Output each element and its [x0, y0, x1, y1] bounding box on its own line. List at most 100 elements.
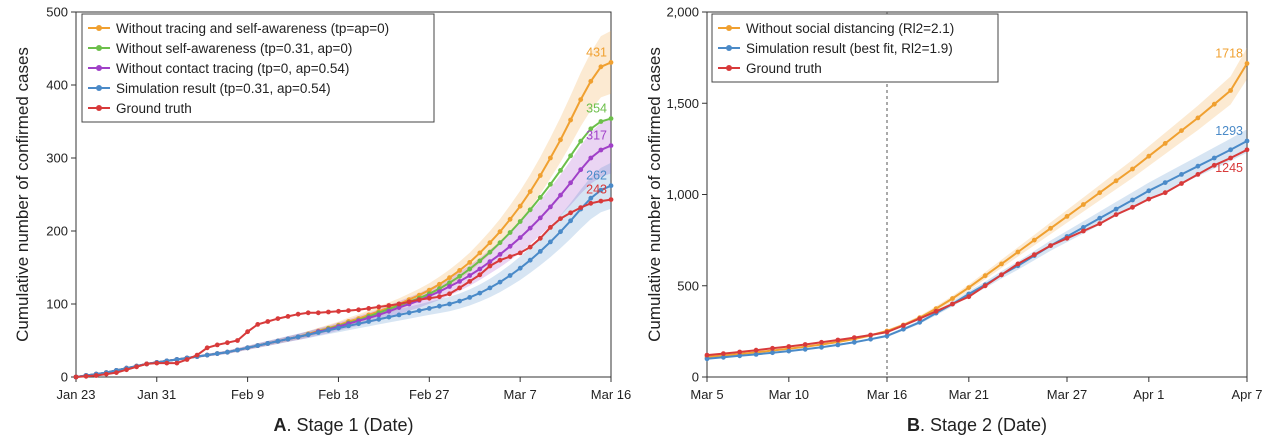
- series-point: [548, 204, 553, 210]
- series-point: [103, 371, 109, 377]
- series-band-3: [76, 162, 611, 377]
- series-point: [598, 187, 604, 193]
- series-point: [1015, 261, 1021, 267]
- chart-panel-a: 0 100 200 300 400 500 Jan 23 Jan 31 Feb 9 Feb 18 F…: [13, 5, 631, 436]
- legend-label: Without tracing and self-awareness (tp=a…: [116, 21, 389, 36]
- series-point: [426, 295, 432, 301]
- y-tick-label: 2,000: [666, 5, 699, 20]
- series-point: [819, 339, 824, 345]
- series-point: [447, 275, 452, 281]
- series-point: [835, 337, 841, 343]
- series-point: [548, 155, 553, 161]
- series-point: [721, 354, 726, 360]
- series-point: [1228, 88, 1233, 93]
- series-point: [477, 250, 483, 256]
- series-point: [295, 334, 301, 340]
- end-value-label: 1718: [1215, 46, 1243, 60]
- end-value-label: 243: [586, 183, 607, 197]
- series-point: [457, 273, 462, 279]
- series-point: [406, 310, 412, 316]
- series-point: [386, 308, 392, 314]
- series-point: [568, 218, 573, 224]
- series-point: [376, 316, 382, 322]
- y-tick-label: 500: [46, 5, 68, 20]
- series-point: [477, 258, 483, 264]
- series-point: [1081, 225, 1086, 230]
- legend-box: [711, 13, 999, 83]
- series-point: [285, 314, 291, 319]
- series-point: [548, 181, 553, 187]
- series-point: [214, 342, 220, 348]
- series-point: [527, 257, 533, 263]
- series-point: [1162, 141, 1168, 146]
- y-tick-label: 0: [692, 370, 699, 385]
- x-tick-label: Mar 10: [769, 387, 809, 402]
- series-point: [346, 308, 351, 313]
- series-point: [447, 280, 452, 286]
- series-line-2: [706, 148, 1248, 357]
- series-point: [537, 215, 543, 221]
- series-point: [868, 336, 873, 342]
- series-point: [1244, 147, 1250, 153]
- series-point: [537, 173, 543, 178]
- series-point: [558, 192, 563, 198]
- series-point: [1064, 235, 1070, 241]
- series-point: [527, 207, 533, 213]
- series-point: [487, 259, 493, 265]
- series-point: [93, 373, 99, 378]
- series-point: [527, 189, 533, 195]
- legend-swatch-marker: [96, 85, 102, 91]
- series-point: [477, 266, 483, 272]
- series-point: [753, 352, 759, 357]
- panel-caption: B. Stage 2 (Date): [907, 415, 1047, 435]
- y-tick-label: 300: [46, 151, 68, 166]
- series-point: [704, 356, 710, 362]
- series-point: [295, 311, 301, 317]
- series-point: [376, 304, 382, 310]
- legend-label: Ground truth: [746, 61, 822, 76]
- series-point: [1031, 237, 1037, 243]
- legend-swatch-marker: [96, 105, 102, 111]
- series-point: [608, 60, 614, 65]
- series-point: [255, 343, 261, 348]
- series-point: [737, 349, 743, 355]
- series-point: [386, 314, 392, 320]
- series-point: [366, 315, 372, 321]
- series-point: [578, 138, 584, 144]
- y-tick-label: 200: [46, 224, 68, 239]
- series-point: [184, 357, 190, 362]
- series-point: [1015, 249, 1021, 255]
- series-point: [487, 263, 493, 269]
- series-point: [517, 219, 523, 224]
- series-point: [608, 183, 614, 189]
- series-point: [457, 268, 462, 273]
- y-tick-label: 500: [677, 278, 699, 293]
- series-point: [588, 155, 594, 161]
- series-point: [447, 284, 452, 289]
- legend-label: Simulation result (tp=0.31, ap=0.54): [116, 81, 331, 96]
- legend-swatch-marker: [726, 65, 732, 71]
- panel-letter: B: [907, 415, 920, 435]
- series-point: [598, 147, 604, 153]
- series-point: [558, 216, 563, 222]
- series-point: [786, 348, 792, 354]
- series-point: [868, 332, 873, 338]
- end-value-label: 354: [586, 102, 607, 116]
- series-point: [204, 352, 210, 358]
- x-tick-label: Feb 18: [318, 387, 358, 402]
- series-point: [83, 373, 89, 379]
- series-point: [265, 319, 271, 324]
- legend-label: Without self-awareness (tp=0.31, ap=0): [116, 41, 352, 56]
- legend-box: [81, 13, 435, 123]
- series-point: [950, 301, 955, 307]
- series-point: [608, 197, 614, 203]
- series-point: [396, 312, 402, 318]
- series-point: [265, 341, 271, 346]
- series-point: [537, 235, 543, 241]
- series-line-1: [706, 140, 1248, 360]
- series-point: [851, 335, 857, 340]
- series-point: [1146, 153, 1152, 159]
- series-point: [802, 342, 808, 347]
- panel-caption: A. Stage 1 (Date): [273, 415, 413, 435]
- series-point: [527, 244, 533, 250]
